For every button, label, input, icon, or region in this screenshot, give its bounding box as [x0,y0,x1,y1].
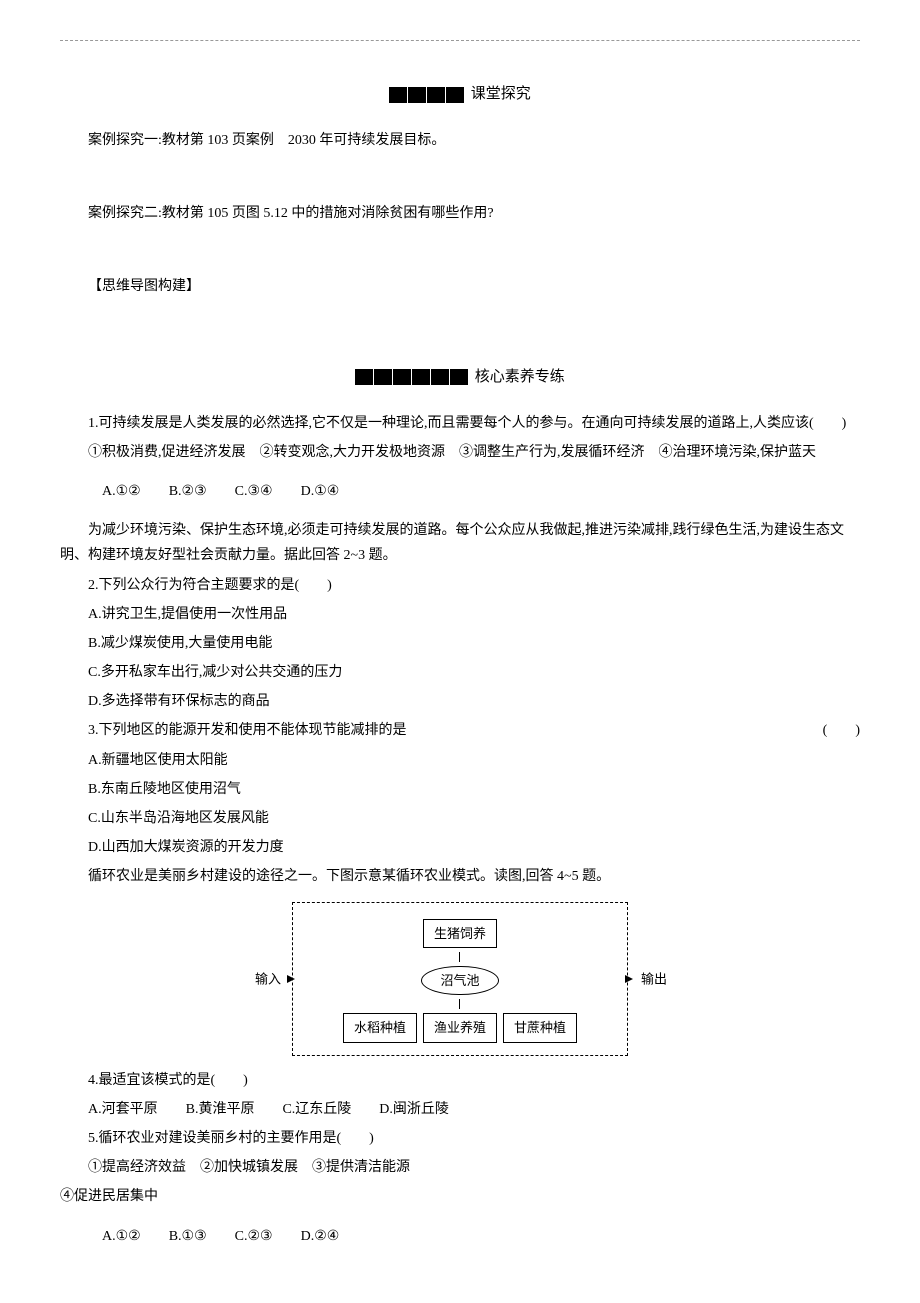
q4-options: A.河套平原 B.黄淮平原 C.辽东丘陵 D.闽浙丘陵 [60,1097,860,1122]
q1-options: A.①② B.②③ C.③④ D.①④ [60,479,860,504]
q5-items-line2: ④促进民居集中 [60,1184,860,1209]
case-study-1: 案例探究一:教材第 103 页案例 2030 年可持续发展目标。 [60,128,860,153]
q3-opt-a: A.新疆地区使用太阳能 [60,748,860,773]
diagram-node-rice: 水稻种植 [343,1013,417,1042]
arrow-out-icon [625,975,633,983]
q5-items-line1: ①提高经济效益 ②加快城镇发展 ③提供清洁能源 [60,1155,860,1180]
diagram-node-biogas: 沼气池 [421,966,498,995]
section-classroom-title: 课堂探究 [471,81,531,108]
header-boxes [389,82,465,107]
section-core-title: 核心素养专练 [475,364,565,391]
diagram-node-fish: 渔业养殖 [423,1013,497,1042]
cycle-agriculture-diagram: 输入 输出 生猪饲养 沼气池 水稻种植 渔业养殖 甘蔗种植 [60,902,860,1056]
q5-options: A.①② B.①③ C.②③ D.②④ [60,1224,860,1249]
q2-opt-a: A.讲究卫生,提倡使用一次性用品 [60,602,860,627]
q3-opt-b: B.东南丘陵地区使用沼气 [60,777,860,802]
q3-opt-c: C.山东半岛沿海地区发展风能 [60,806,860,831]
section-classroom-header: 课堂探究 [60,81,860,108]
q1-stem: 1.可持续发展是人类发展的必然选择,它不仅是一种理论,而且需要每个人的参与。在通… [60,411,860,436]
intro-q4-q5: 循环农业是美丽乡村建设的途径之一。下图示意某循环农业模式。读图,回答 4~5 题… [60,864,860,889]
q1-items: ①积极消费,促进经济发展 ②转变观念,大力开发极地资源 ③调整生产行为,发展循环… [60,440,860,465]
q5-stem: 5.循环农业对建设美丽乡村的主要作用是( ) [60,1126,860,1151]
case-study-2: 案例探究二:教材第 105 页图 5.12 中的措施对消除贫困有哪些作用? [60,201,860,226]
page-divider [60,40,860,41]
q3-opt-d: D.山西加大煤炭资源的开发力度 [60,835,860,860]
mind-map-heading: 【思维导图构建】 [60,274,860,299]
diagram-output-label: 输出 [641,967,667,990]
q2-stem: 2.下列公众行为符合主题要求的是( ) [60,573,860,598]
q3-stem: 3.下列地区的能源开发和使用不能体现节能减排的是 [88,718,407,743]
diagram-input-label: 输入 [255,967,281,990]
q3-stem-row: 3.下列地区的能源开发和使用不能体现节能减排的是 ( ) [60,718,860,743]
header-boxes [355,364,469,389]
diagram-node-sugarcane: 甘蔗种植 [503,1013,577,1042]
intro-q2-q3: 为减少环境污染、保护生态环境,必须走可持续发展的道路。每个公众应从我做起,推进污… [60,518,860,568]
diagram-node-pig: 生猪饲养 [423,919,497,948]
q2-opt-c: C.多开私家车出行,减少对公共交通的压力 [60,660,860,685]
q2-opt-b: B.减少煤炭使用,大量使用电能 [60,631,860,656]
section-core-header: 核心素养专练 [60,364,860,391]
q2-opt-d: D.多选择带有环保标志的商品 [60,689,860,714]
arrow-in-icon [287,975,295,983]
q4-stem: 4.最适宜该模式的是( ) [60,1068,860,1093]
q3-paren: ( ) [823,718,860,743]
